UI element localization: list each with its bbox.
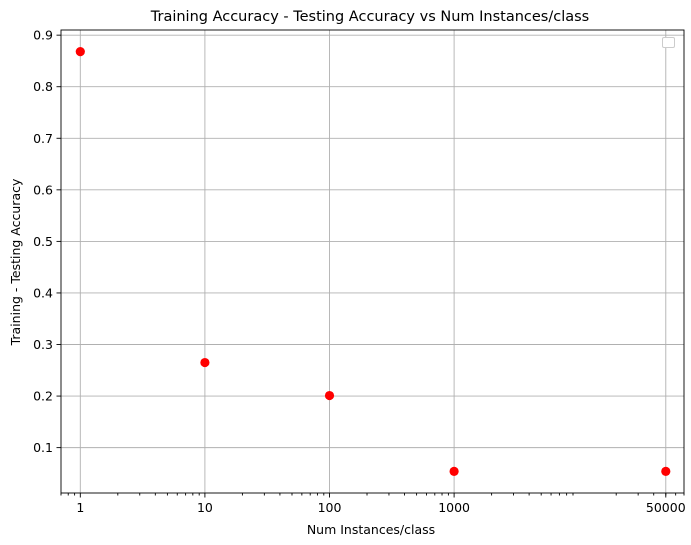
x-tick-label: 10 (197, 500, 213, 515)
chart-title: Training Accuracy - Testing Accuracy vs … (150, 9, 590, 25)
y-tick-label: 0.8 (33, 79, 53, 94)
y-tick-label: 0.6 (33, 182, 53, 197)
data-points (75, 47, 671, 476)
x-tick-label: 50000 (646, 500, 686, 515)
x-tick-label: 1000 (438, 500, 470, 515)
y-tick-label: 0.1 (33, 440, 53, 455)
data-point (449, 466, 459, 476)
x-tick-label: 1 (76, 500, 84, 515)
y-tick-label: 0.5 (33, 234, 53, 249)
data-point (661, 466, 671, 476)
y-tick-label: 0.4 (33, 285, 53, 300)
grid (61, 30, 684, 493)
legend (662, 37, 675, 48)
y-tick-label: 0.2 (33, 389, 53, 404)
axis-ticks: 1 10 100 1000 50000 0.1 0.2 0.3 0.4 0.5 0.6 0.7 0.8 0… (33, 28, 686, 515)
x-tick-label: 100 (318, 500, 342, 515)
y-tick-label: 0.3 (33, 337, 53, 352)
data-point (75, 47, 85, 57)
data-point (200, 357, 210, 368)
y-tick-label: 0.9 (33, 28, 53, 43)
axes-frame (60, 29, 685, 494)
data-point (324, 390, 335, 401)
legend-box (662, 37, 675, 48)
x-axis-label: Num Instances/class (307, 522, 435, 537)
y-axis-label: Training - Testing Accuracy (8, 178, 23, 346)
y-tick-label: 0.7 (33, 131, 53, 146)
